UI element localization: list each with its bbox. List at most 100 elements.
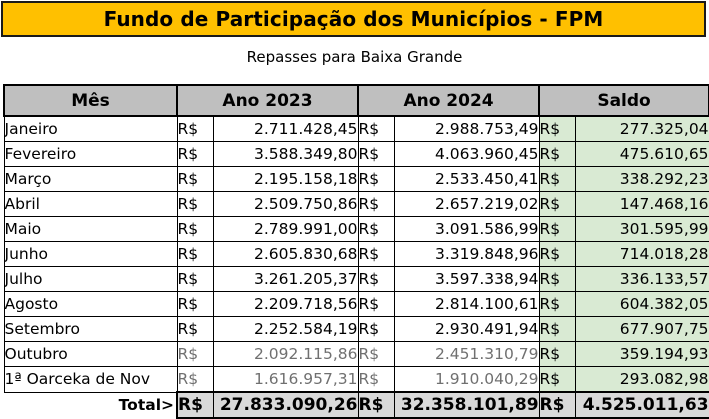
- value-saldo: 677.907,75: [574, 316, 709, 342]
- page-subtitle: Repasses para Baixa Grande: [246, 48, 463, 66]
- currency-2024: R$: [357, 316, 395, 342]
- value-2023: 2.195.158,18: [212, 166, 359, 192]
- value-saldo: 604.382,05: [574, 291, 709, 317]
- month-cell: Outubro: [3, 341, 178, 367]
- currency-saldo: R$: [538, 191, 576, 217]
- month-cell: Fevereiro: [3, 141, 178, 167]
- currency-2024: R$: [357, 291, 395, 317]
- currency-2024: R$: [357, 115, 395, 142]
- currency-2024: R$: [357, 166, 395, 192]
- value-2024: 2.814.100,61: [393, 291, 540, 317]
- currency-2024: R$: [357, 341, 395, 367]
- currency-2023: R$: [176, 291, 214, 317]
- value-2024: 2.533.450,41: [393, 166, 540, 192]
- table-row: Julho R$ 3.261.205,37 R$ 3.597.338,94 R$ 336.1…: [3, 266, 709, 292]
- currency-saldo: R$: [538, 216, 576, 242]
- currency-saldo: R$: [538, 115, 576, 142]
- month-cell: Junho: [3, 241, 178, 267]
- total-label: Total>: [4, 392, 178, 418]
- currency-2023: R$: [176, 166, 214, 192]
- month-cell: Abril: [3, 191, 178, 217]
- table-row: Junho R$ 2.605.830,68 R$ 3.319.848,96 R$ 714.0…: [3, 241, 709, 267]
- value-2024: 2.657.219,02: [393, 191, 540, 217]
- month-cell: Julho: [3, 266, 178, 292]
- currency-saldo: R$: [538, 166, 576, 192]
- currency-saldo: R$: [538, 316, 576, 342]
- table-header-row: Mês Ano 2023 Ano 2024 Saldo: [3, 84, 709, 117]
- total-currency-saldo: R$: [538, 391, 576, 419]
- table-row: Fevereiro R$ 3.588.349,80 R$ 4.063.960,45 R$ 4…: [3, 141, 709, 167]
- value-saldo: 336.133,57: [574, 266, 709, 292]
- currency-2024: R$: [357, 141, 395, 167]
- month-cell: 1ª Oarceka de Nov: [3, 366, 178, 393]
- currency-saldo: R$: [538, 241, 576, 267]
- value-2023: 2.252.584,19: [212, 316, 359, 342]
- page-title: Fundo de Participação dos Municípios - F…: [103, 7, 604, 31]
- currency-2023: R$: [176, 115, 214, 142]
- currency-saldo: R$: [538, 366, 576, 393]
- table-row: Janeiro R$ 2.711.428,45 R$ 2.988.753,49 R$ 277…: [3, 115, 709, 142]
- total-row: Total> R$ 27.833.090,26 R$ 32.358.101,89…: [4, 391, 709, 419]
- value-2023: 2.209.718,56: [212, 291, 359, 317]
- value-2024: 3.597.338,94: [393, 266, 540, 292]
- value-2024: 2.988.753,49: [393, 115, 540, 142]
- value-saldo: 277.325,04: [574, 115, 709, 142]
- currency-2024: R$: [357, 241, 395, 267]
- value-saldo: 338.292,23: [574, 166, 709, 192]
- value-2024: 2.930.491,94: [393, 316, 540, 342]
- currency-2023: R$: [176, 141, 214, 167]
- currency-2024: R$: [357, 266, 395, 292]
- value-2023: 3.588.349,80: [212, 141, 359, 167]
- total-2024: 32.358.101,89: [393, 391, 540, 419]
- currency-saldo: R$: [538, 141, 576, 167]
- value-saldo: 293.082,98: [574, 366, 709, 393]
- currency-saldo: R$: [538, 291, 576, 317]
- header-month: Mês: [3, 84, 178, 117]
- value-2024: 3.319.848,96: [393, 241, 540, 267]
- total-2023: 27.833.090,26: [212, 391, 359, 419]
- table-row: Setembro R$ 2.252.584,19 R$ 2.930.491,94 R$ 67…: [3, 316, 709, 342]
- table-row: Outubro R$ 2.092.115,86 R$ 2.451.310,79 R$ 359…: [3, 341, 709, 367]
- month-cell: Março: [3, 166, 178, 192]
- value-2023: 2.711.428,45: [212, 115, 359, 142]
- title-banner: Fundo de Participação dos Municípios - F…: [1, 1, 706, 37]
- currency-2023: R$: [176, 216, 214, 242]
- value-2023: 2.092.115,86: [212, 341, 359, 367]
- currency-2023: R$: [176, 341, 214, 367]
- value-saldo: 301.595,99: [574, 216, 709, 242]
- currency-2024: R$: [357, 366, 395, 393]
- total-currency-2023: R$: [176, 391, 214, 419]
- value-2023: 2.509.750,86: [212, 191, 359, 217]
- value-2023: 3.261.205,37: [212, 266, 359, 292]
- value-saldo: 714.018,28: [574, 241, 709, 267]
- value-2024: 4.063.960,45: [393, 141, 540, 167]
- currency-2024: R$: [357, 216, 395, 242]
- table-row: Março R$ 2.195.158,18 R$ 2.533.450,41 R$ 338.2…: [3, 166, 709, 192]
- value-2023: 2.789.991,00: [212, 216, 359, 242]
- month-cell: Maio: [3, 216, 178, 242]
- table-row: Agosto R$ 2.209.718,56 R$ 2.814.100,61 R$ 604.…: [3, 291, 709, 317]
- value-saldo: 475.610,65: [574, 141, 709, 167]
- currency-2023: R$: [176, 366, 214, 393]
- header-2023: Ano 2023: [175, 84, 360, 117]
- value-2024: 3.091.586,99: [393, 216, 540, 242]
- currency-2023: R$: [176, 266, 214, 292]
- value-2024: 2.451.310,79: [393, 341, 540, 367]
- table-row: 1ª Oarceka de Nov R$ 1.616.957,31 R$ 1.910.0…: [3, 366, 709, 393]
- month-cell: Agosto: [3, 291, 178, 317]
- header-2024: Ano 2024: [357, 84, 541, 117]
- value-2024: 1.910.040,29: [393, 366, 540, 393]
- currency-2023: R$: [176, 241, 214, 267]
- currency-saldo: R$: [538, 341, 576, 367]
- currency-2023: R$: [176, 191, 214, 217]
- table-row: Maio R$ 2.789.991,00 R$ 3.091.586,99 R$ 301.59…: [3, 216, 709, 242]
- value-2023: 2.605.830,68: [212, 241, 359, 267]
- total-saldo: 4.525.011,63: [574, 391, 709, 419]
- currency-2024: R$: [357, 191, 395, 217]
- currency-saldo: R$: [538, 266, 576, 292]
- table-row: Abril R$ 2.509.750,86 R$ 2.657.219,02 R$ 147.4…: [3, 191, 709, 217]
- header-saldo: Saldo: [538, 84, 709, 117]
- value-2023: 1.616.957,31: [212, 366, 359, 393]
- month-cell: Janeiro: [3, 115, 178, 142]
- value-saldo: 147.468,16: [574, 191, 709, 217]
